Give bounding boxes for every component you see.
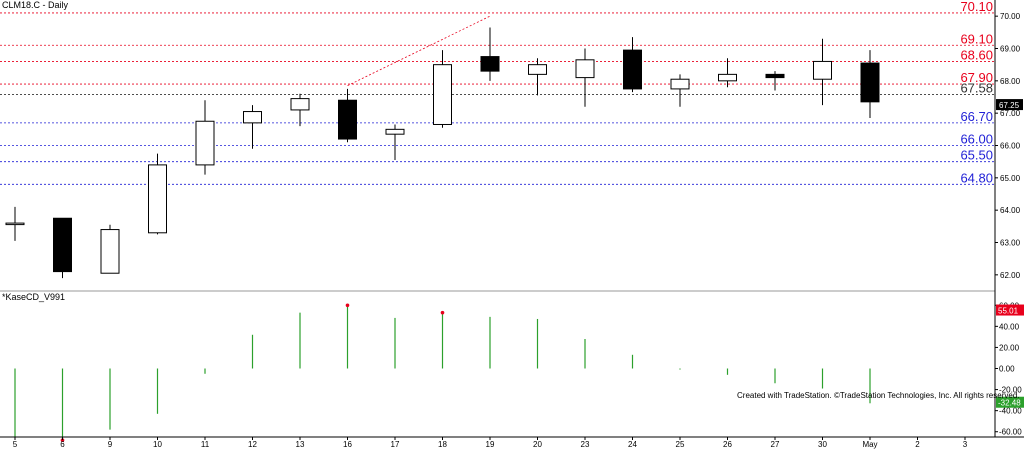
price-tick-label: 69.00	[1000, 45, 1021, 54]
oscillator-marker	[60, 438, 65, 442]
price-tick-label: 65.00	[1000, 174, 1021, 183]
oscillator-badge	[996, 396, 1024, 408]
price-tick-label: 63.00	[1000, 239, 1021, 248]
oscillator-tick-label: 0.00	[999, 365, 1015, 374]
date-tick-label: 17	[391, 440, 400, 449]
oscillator-badge	[996, 304, 1024, 316]
level-label: 64.80	[960, 170, 993, 185]
oscillator-marker	[440, 310, 445, 315]
date-tick-label: 25	[676, 440, 685, 449]
oscillator-tick-label: -20.00	[999, 386, 1022, 395]
level-label: 67.58	[960, 80, 993, 95]
candle-body	[813, 60, 832, 80]
date-tick-label: 10	[153, 440, 162, 449]
last-price-badge	[996, 99, 1023, 111]
candle-body	[195, 120, 215, 166]
candle-body	[100, 229, 120, 274]
date-tick-label: 18	[438, 440, 447, 449]
date-tick-label: 3	[963, 440, 968, 449]
date-tick-label: May	[862, 440, 877, 449]
date-tick-label: 26	[723, 440, 732, 449]
oscillator-badge-label: -32.48	[998, 399, 1021, 408]
candle-body	[385, 128, 405, 135]
date-tick-label: 5	[13, 440, 18, 449]
date-tick-label: 16	[343, 440, 352, 449]
candle-body	[718, 73, 737, 82]
price-tick-label: 67.00	[1000, 109, 1021, 118]
candle-body	[765, 73, 785, 79]
candle-body	[148, 164, 167, 234]
date-tick-label: 11	[201, 440, 210, 449]
date-tick-label: 6	[60, 440, 65, 449]
candle-body	[623, 49, 642, 90]
price-tick-label: 68.00	[1000, 77, 1021, 86]
date-tick-label: 2	[915, 440, 920, 449]
oscillator-badge-label: 55.01	[998, 307, 1019, 316]
candle-body	[480, 56, 500, 72]
price-tick-label: 70.00	[1000, 12, 1021, 21]
candle-body	[860, 62, 880, 103]
candle-body	[670, 78, 690, 90]
oscillator-tick-label: 40.00	[999, 322, 1020, 331]
date-tick-label: 27	[771, 440, 780, 449]
date-tick-label: 30	[818, 440, 827, 449]
oscillator-bars	[14, 303, 871, 442]
date-tick-label: 23	[581, 440, 590, 449]
candle-body	[575, 59, 595, 79]
level-label: 67.90	[960, 70, 993, 85]
price-axis: 70.00 69.00 68.00 67.00 66.00 65.00 64.00 63.00…	[0, 0, 1023, 437]
level-label: 68.60	[960, 47, 993, 62]
candle-body	[290, 98, 310, 111]
oscillator-tick-label: 20.00	[999, 343, 1020, 352]
oscillator-tick-label: -40.00	[999, 407, 1022, 416]
price-tick-label: 66.00	[1000, 142, 1021, 151]
date-tick-label: 9	[108, 440, 113, 449]
date-tick-label: 20	[533, 440, 542, 449]
candle-body	[243, 111, 262, 124]
level-label: 70.10	[960, 0, 993, 14]
date-tick-label: 13	[296, 440, 305, 449]
level-label: 66.00	[960, 132, 993, 147]
price-chart-title: CLM18.C - Daily	[2, 0, 69, 10]
level-label: 69.10	[960, 31, 993, 46]
candle-body	[433, 64, 452, 125]
date-tick-label: 24	[628, 440, 637, 449]
date-axis: 5 6 9 10 11 12 13 16 17 18 19 20 23 24 25 26 27 30 May 2 3	[0, 436, 1024, 449]
candle-body	[53, 217, 72, 273]
price-tick-label: 62.00	[1000, 271, 1021, 280]
credit-text: Created with TradeStation. ©TradeStation…	[737, 391, 1020, 400]
trendline	[347, 15, 491, 87]
date-tick-label: 12	[248, 440, 257, 449]
oscillator-axis: 60.0040.0020.000.00-20.00-40.00-60.0055.…	[995, 301, 1024, 437]
candle-body	[338, 99, 357, 140]
date-tick-label: 19	[486, 440, 495, 449]
oscillator-tick-label: -60.00	[999, 428, 1022, 437]
oscillator-marker	[345, 303, 350, 308]
candle-body	[5, 222, 25, 226]
last-price-label: 67.25	[999, 101, 1020, 110]
price-candles	[5, 27, 880, 279]
oscillator-title: *KaseCD_V991	[2, 292, 65, 302]
candle-body	[528, 64, 547, 75]
level-label: 65.50	[960, 148, 993, 163]
level-label: 66.70	[960, 109, 993, 124]
price-tick-label: 64.00	[1000, 206, 1021, 215]
